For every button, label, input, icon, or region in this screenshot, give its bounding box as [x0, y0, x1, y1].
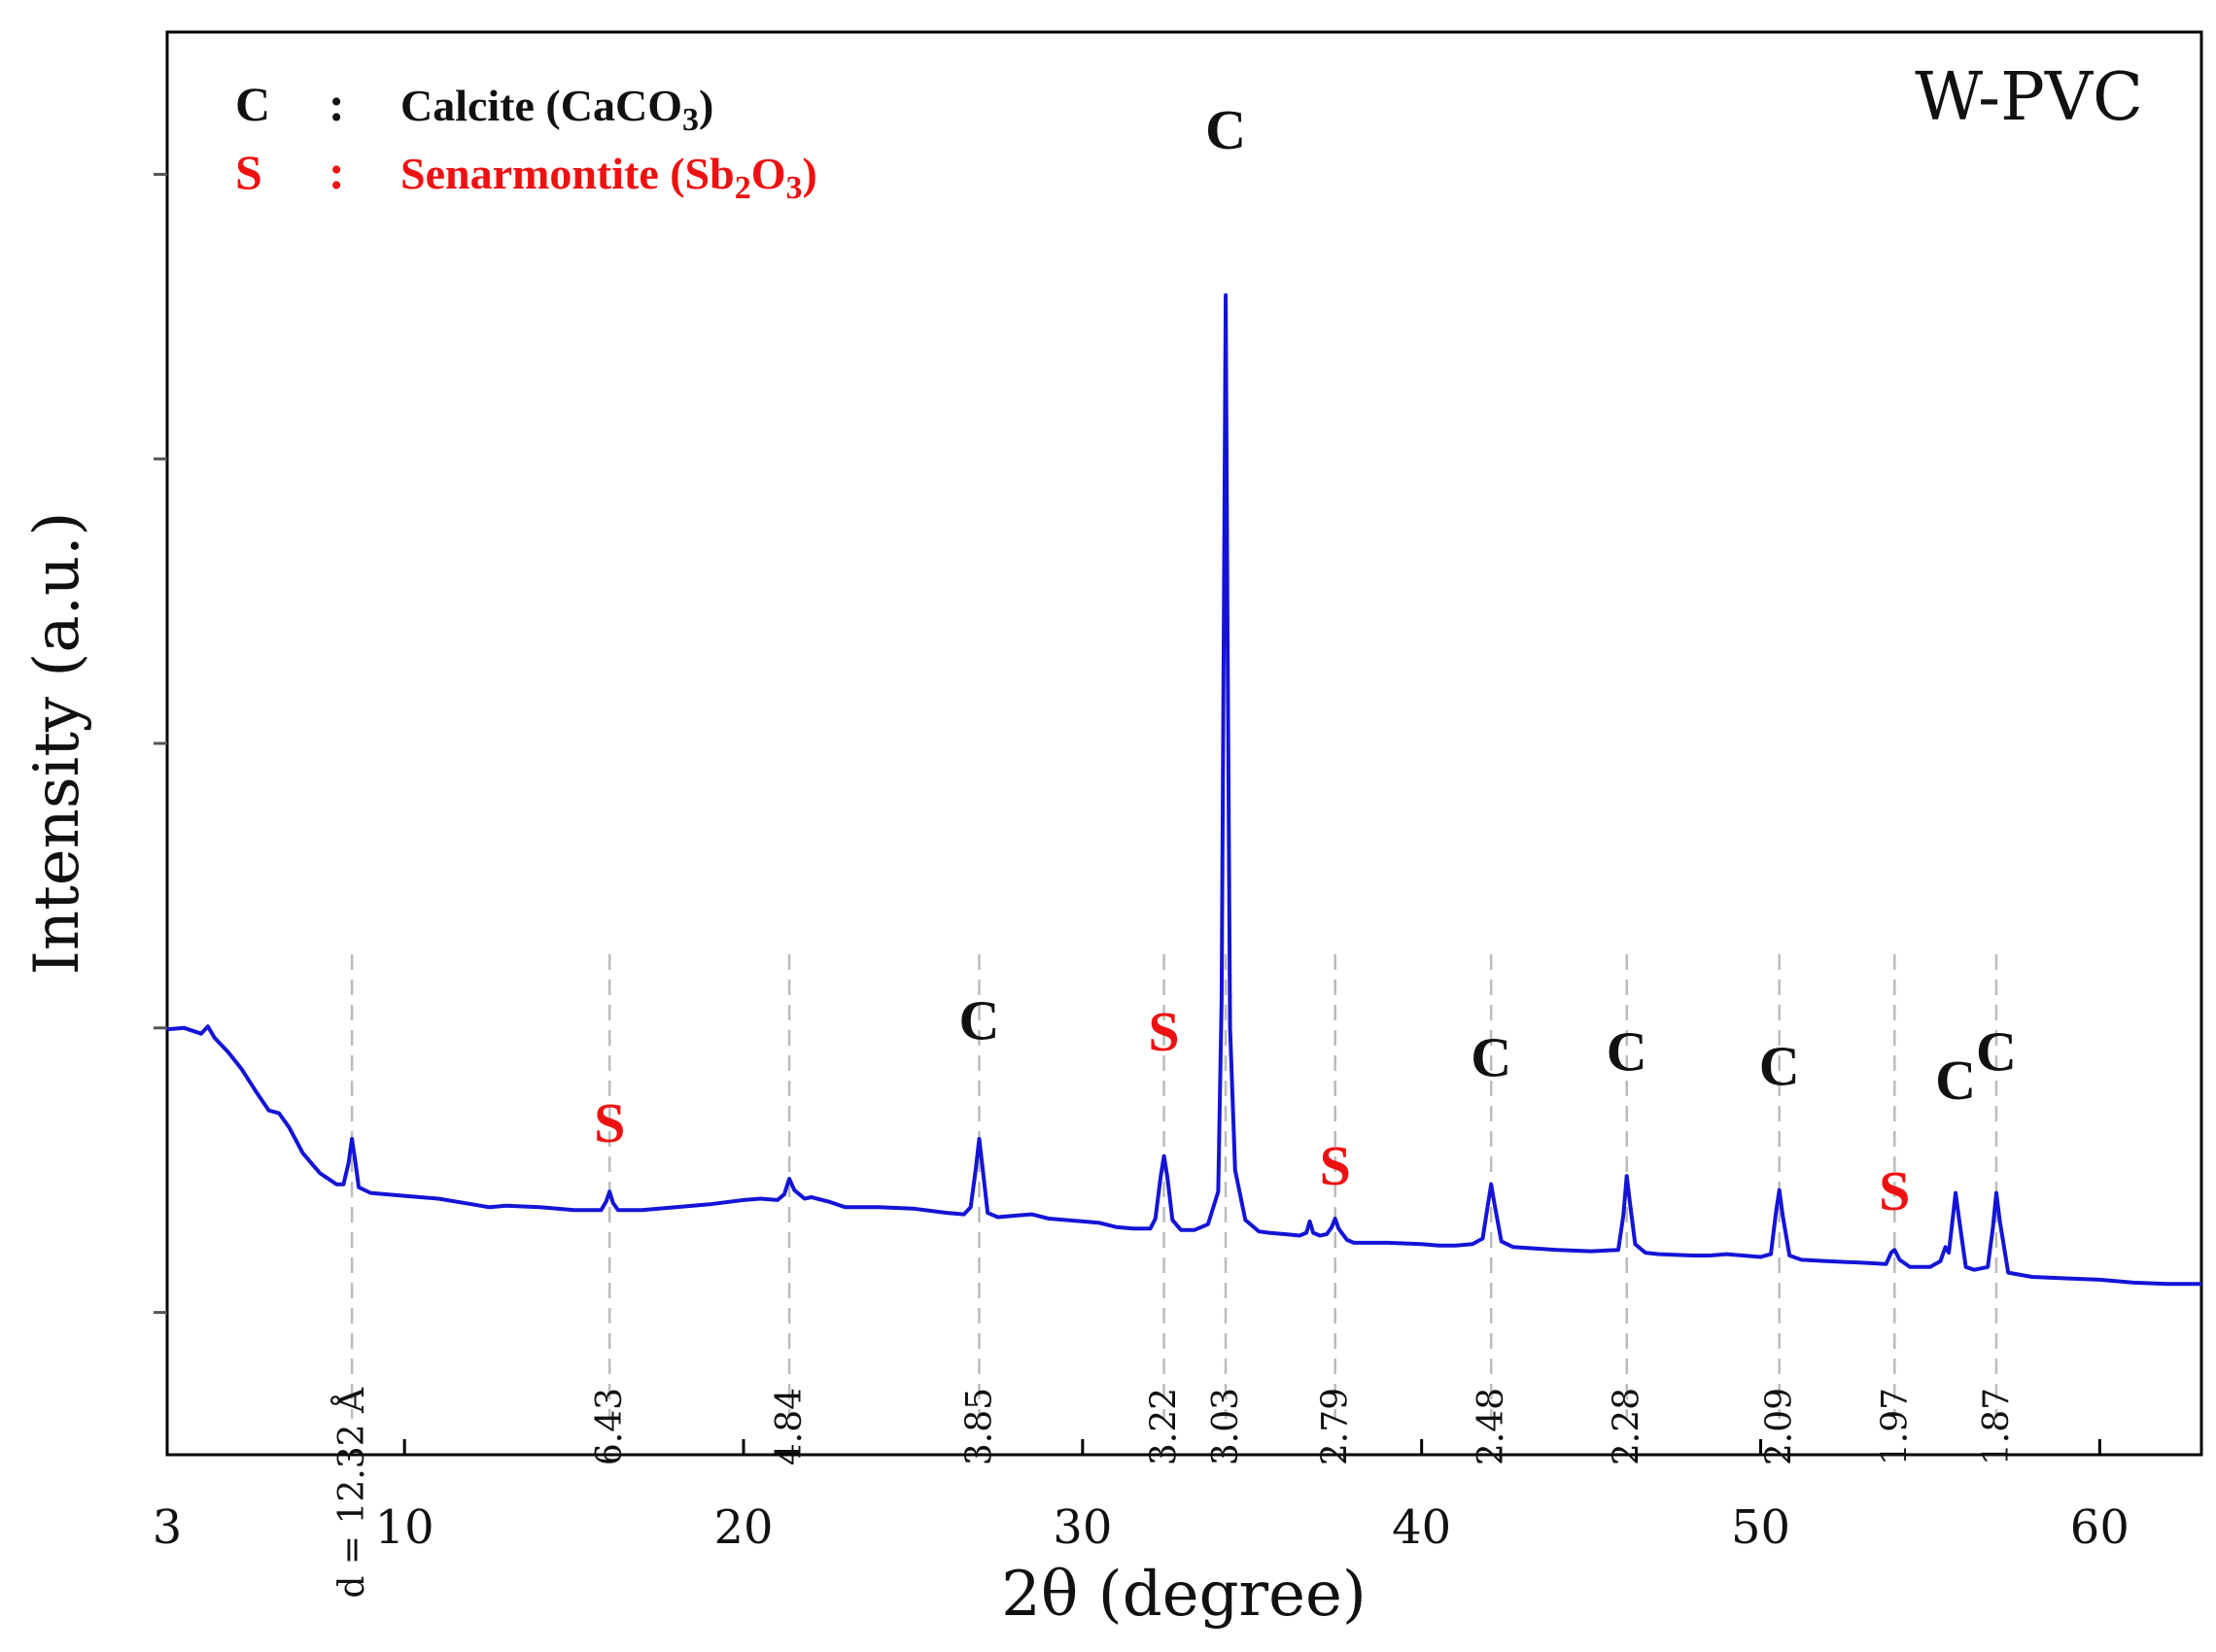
- senarmontite-peak-label: S: [1320, 1134, 1351, 1197]
- legend-text-part: ): [699, 81, 713, 130]
- x-tick-label: 60: [2070, 1500, 2129, 1555]
- calcite-peak-label: C: [1976, 1020, 2017, 1084]
- x-tick-label: 40: [1392, 1500, 1451, 1555]
- legend-text-part: Calcite (CaCO: [400, 81, 682, 130]
- calcite-peak-label: C: [959, 989, 1000, 1052]
- xrd-pattern-line: [166, 293, 2201, 1287]
- d-spacing-label: 2.79: [1316, 1388, 1356, 1465]
- d-spacing-label: 2.28: [1608, 1388, 1647, 1465]
- d-spacing-label: 2.48: [1472, 1388, 1511, 1465]
- legend-text-part: ): [803, 149, 817, 198]
- legend-entry-text: Senarmontite (Sb2O3): [400, 149, 817, 206]
- calcite-peak-label: C: [1759, 1034, 1800, 1097]
- legend-separator: :: [329, 77, 345, 131]
- x-axis-label: 2θ (degree): [1001, 1559, 1367, 1631]
- calcite-peak-label: C: [1607, 1020, 1647, 1084]
- legend: C: Calcite (CaCO3)S: Senarmontite (Sb2O3): [235, 77, 817, 206]
- peak-labels: d = 12.32 Å 6.43 S 4.84 3.85 C 3.22 S 3.03 C 2.79 S…: [331, 98, 2017, 1599]
- legend-text-part: Senarmontite (Sb: [400, 149, 735, 198]
- x-tick-label: 10: [375, 1500, 434, 1555]
- calcite-peak-label: C: [1471, 1026, 1511, 1089]
- legend-subscript: 2: [735, 170, 751, 206]
- d-spacing-label: 1.97: [1875, 1388, 1915, 1465]
- senarmontite-peak-label: S: [1879, 1159, 1910, 1222]
- legend-subscript: 3: [786, 170, 803, 206]
- chart-title: W-PVC: [1915, 59, 2143, 136]
- senarmontite-peak-label: S: [1148, 1000, 1179, 1063]
- plot-frame: [165, 30, 2203, 1457]
- legend-entry-text: Calcite (CaCO3): [400, 81, 713, 138]
- axis-ticks: 3 10 20 30 40 50 60: [153, 172, 2129, 1555]
- legend-key: C: [235, 77, 270, 131]
- d-spacing-label: 6.43: [590, 1388, 630, 1465]
- d-spacing-label: 3.85: [959, 1388, 999, 1465]
- legend-subscript: 3: [682, 102, 699, 138]
- legend-separator: :: [329, 145, 345, 199]
- y-axis-label: Intensity (a.u.): [21, 512, 93, 976]
- x-tick-label: 3: [153, 1500, 183, 1555]
- x-tick-label: 50: [1731, 1500, 1790, 1555]
- calcite-peak-label: C: [1935, 1049, 1976, 1112]
- d-spacing-label: d = 12.32 Å: [331, 1387, 372, 1599]
- legend-key: S: [235, 145, 262, 199]
- d-spacing-label: 4.84: [770, 1388, 810, 1465]
- legend-text-part: O: [751, 149, 786, 198]
- d-spacing-label: 2.09: [1760, 1388, 1800, 1465]
- calcite-peak-label: C: [1205, 98, 1246, 161]
- d-spacing-label: 3.22: [1145, 1388, 1185, 1465]
- d-spacing-label: 3.03: [1206, 1388, 1246, 1465]
- x-tick-label: 30: [1053, 1500, 1112, 1555]
- x-tick-label: 20: [713, 1500, 773, 1555]
- d-spacing-label: 1.87: [1977, 1388, 2017, 1465]
- senarmontite-peak-label: S: [594, 1091, 625, 1154]
